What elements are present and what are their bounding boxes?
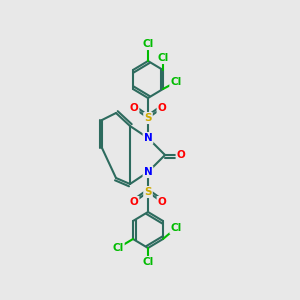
Text: Cl: Cl — [170, 77, 182, 87]
Text: N: N — [144, 167, 152, 177]
Text: S: S — [144, 113, 152, 123]
Text: Cl: Cl — [142, 257, 154, 267]
Text: N: N — [144, 133, 152, 143]
Text: O: O — [130, 103, 138, 113]
Text: O: O — [158, 197, 166, 207]
Text: S: S — [144, 187, 152, 197]
Text: Cl: Cl — [170, 223, 182, 233]
Text: O: O — [177, 150, 185, 160]
Text: Cl: Cl — [158, 53, 169, 63]
Text: Cl: Cl — [142, 39, 154, 49]
Text: Cl: Cl — [112, 243, 124, 253]
Text: O: O — [130, 197, 138, 207]
Text: O: O — [158, 103, 166, 113]
